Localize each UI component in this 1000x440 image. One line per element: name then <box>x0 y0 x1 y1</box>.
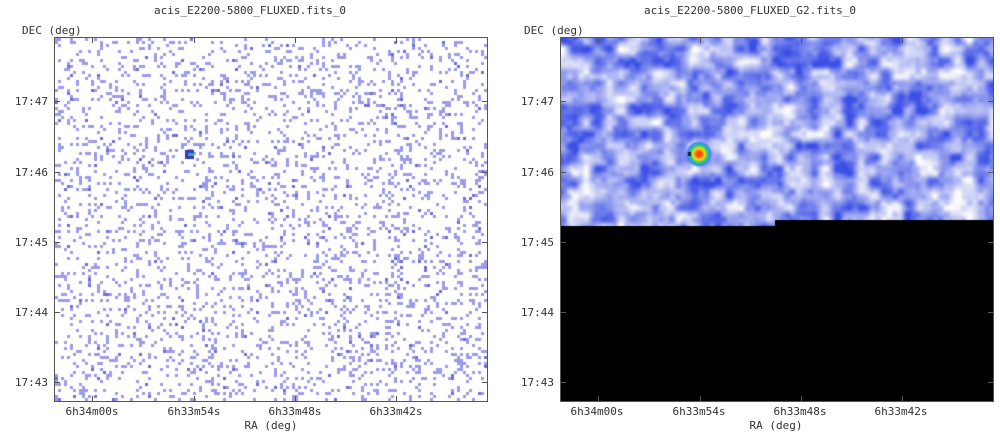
left-y-tick-label: 17:44 <box>14 306 48 319</box>
axis-tick <box>560 172 566 173</box>
axis-tick <box>902 37 903 43</box>
right-image-panel: acis_E2200-5800_FLUXED_G2.fits_0 DEC (de… <box>500 0 1000 440</box>
right-x-tick-label: 6h33m48s <box>773 405 827 418</box>
axis-tick <box>560 242 566 243</box>
axis-tick <box>54 172 60 173</box>
axis-tick <box>482 312 488 313</box>
axis-tick <box>801 37 802 43</box>
right-x-tick-label: 6h34m00s <box>570 405 624 418</box>
axis-tick <box>92 37 93 43</box>
left-x-axis-label: RA (deg) <box>244 419 298 432</box>
right-x-axis-label: RA (deg) <box>749 419 803 432</box>
axis-tick <box>396 396 397 402</box>
axis-tick <box>902 396 903 402</box>
left-x-tick-label: 6h34m00s <box>65 405 119 418</box>
axis-tick <box>54 312 60 313</box>
axis-tick <box>482 101 488 102</box>
axis-tick <box>560 101 566 102</box>
axis-tick <box>482 172 488 173</box>
axis-tick <box>295 37 296 43</box>
left-y-tick-label: 17:46 <box>14 166 48 179</box>
right-y-tick-label: 17:45 <box>520 236 554 249</box>
axis-tick <box>988 242 994 243</box>
left-y-tick-label: 17:47 <box>14 95 48 108</box>
left-x-tick-label: 6h33m48s <box>268 405 322 418</box>
right-image-frame[interactable] <box>560 37 994 402</box>
left-counts-image <box>55 38 487 401</box>
right-panel-title: acis_E2200-5800_FLUXED_G2.fits_0 <box>644 4 856 17</box>
right-y-tick-label: 17:46 <box>520 166 554 179</box>
axis-tick <box>560 312 566 313</box>
right-smoothed-image <box>561 38 993 401</box>
axis-tick <box>560 382 566 383</box>
right-y-tick-label: 17:43 <box>520 376 554 389</box>
axis-tick <box>700 37 701 43</box>
right-y-axis-label: DEC (deg) <box>524 24 584 37</box>
axis-tick <box>598 37 599 43</box>
axis-tick <box>700 396 701 402</box>
axis-tick <box>92 396 93 402</box>
left-y-axis-label: DEC (deg) <box>22 24 82 37</box>
axis-tick <box>801 396 802 402</box>
axis-tick <box>598 396 599 402</box>
axis-tick <box>988 382 994 383</box>
axis-tick <box>194 396 195 402</box>
axis-tick <box>54 101 60 102</box>
axis-tick <box>54 382 60 383</box>
left-image-panel: acis_E2200-5800_FLUXED.fits_0 DEC (deg) … <box>14 4 488 432</box>
axis-tick <box>396 37 397 43</box>
axis-tick <box>54 242 60 243</box>
axis-tick <box>482 382 488 383</box>
left-x-tick-label: 6h33m54s <box>167 405 221 418</box>
right-y-tick-label: 17:47 <box>520 95 554 108</box>
axis-tick <box>988 101 994 102</box>
axis-tick <box>295 396 296 402</box>
left-y-tick-label: 17:43 <box>14 376 48 389</box>
left-x-tick-label: 6h33m42s <box>369 405 423 418</box>
axis-tick <box>988 312 994 313</box>
left-y-tick-label: 17:45 <box>14 236 48 249</box>
right-x-tick-label: 6h33m42s <box>874 405 928 418</box>
left-panel-title: acis_E2200-5800_FLUXED.fits_0 <box>153 4 347 17</box>
axis-tick <box>194 37 195 43</box>
axis-tick <box>988 172 994 173</box>
right-y-tick-label: 17:44 <box>520 306 554 319</box>
axis-tick <box>482 242 488 243</box>
right-x-tick-label: 6h33m54s <box>672 405 726 418</box>
left-image-frame[interactable] <box>54 37 488 402</box>
